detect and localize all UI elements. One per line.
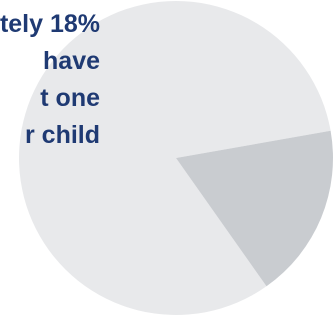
caption-line-4: r child: [24, 121, 100, 149]
caption-line-1: tely 18%: [0, 10, 100, 38]
caption-line-2: have: [43, 47, 100, 75]
pie-slice-main: [18, 1, 331, 316]
pie-slice-small: [176, 130, 333, 287]
caption-line-3: t one: [40, 84, 100, 112]
chart-caption: tely 18% have t one r child: [0, 6, 100, 154]
